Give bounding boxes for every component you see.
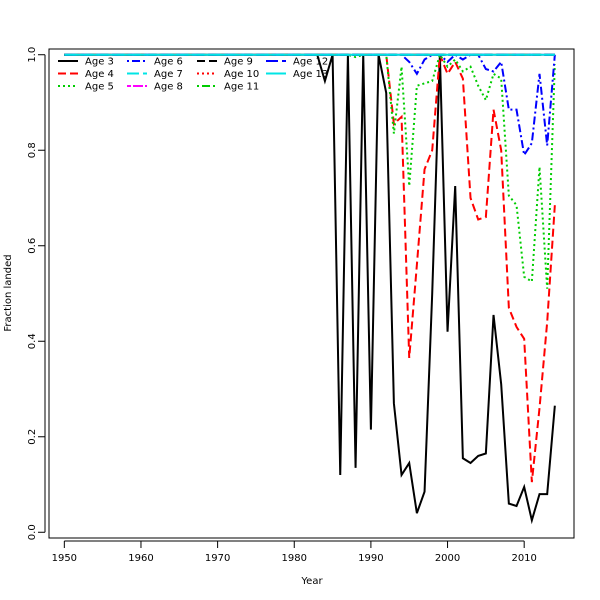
x-axis-title: Year — [300, 576, 323, 587]
y-tick-label: 0.0 — [27, 524, 38, 540]
y-axis-title: Fraction landed — [3, 254, 14, 331]
y-tick-label: 0.2 — [27, 429, 38, 445]
legend-label: Age 7 — [154, 69, 183, 80]
x-tick-label: 2010 — [511, 553, 536, 564]
legend-label: Age 9 — [224, 57, 253, 68]
legend-label: Age 13 — [293, 69, 328, 80]
legend-item-age-13: Age 13 — [266, 69, 328, 80]
legend-item-age-5: Age 5 — [58, 82, 114, 93]
legend-item-age-8: Age 8 — [127, 82, 183, 93]
legend-item-age-10: Age 10 — [197, 69, 259, 80]
legend-label: Age 6 — [154, 57, 183, 68]
x-tick-label: 1990 — [358, 553, 383, 564]
legend-label: Age 12 — [293, 57, 328, 68]
legend-item-age-6: Age 6 — [127, 57, 183, 68]
legend-item-age-9: Age 9 — [197, 57, 253, 68]
legend-label: Age 4 — [85, 69, 114, 80]
plot-frame — [48, 48, 575, 539]
series-line-age-5 — [64, 52, 556, 289]
x-tick-label: 1950 — [52, 553, 77, 564]
x-tick-label: 1960 — [128, 553, 153, 564]
y-tick-label: 0.4 — [27, 333, 38, 349]
legend-label: Age 8 — [154, 82, 183, 93]
x-tick-label: 1980 — [282, 553, 307, 564]
legend-item-age-7: Age 7 — [127, 69, 183, 80]
y-tick-label: 1.0 — [27, 47, 38, 63]
legend-item-age-12: Age 12 — [266, 57, 328, 68]
y-tick-label: 0.6 — [27, 238, 38, 254]
legend-item-age-4: Age 4 — [58, 69, 114, 80]
series-line-age-4 — [64, 53, 556, 483]
series-layer — [64, 52, 556, 525]
legend-item-age-11: Age 11 — [197, 82, 259, 93]
x-tick-label: 2000 — [435, 553, 460, 564]
x-axis: 1950 1960 1970 1980 1990 2000 2010 — [52, 540, 537, 564]
legend-label: Age 3 — [85, 57, 114, 68]
legend-item-age-3: Age 3 — [58, 57, 114, 68]
legend-label: Age 5 — [85, 82, 114, 93]
y-tick-label: 0.8 — [27, 142, 38, 158]
x-tick-label: 1970 — [205, 553, 230, 564]
series-line-age-3 — [64, 53, 556, 525]
y-axis: 0.0 0.2 0.4 0.6 0.8 1.0 — [27, 47, 46, 540]
legend-label: Age 11 — [224, 82, 259, 93]
legend-label: Age 10 — [224, 69, 259, 80]
